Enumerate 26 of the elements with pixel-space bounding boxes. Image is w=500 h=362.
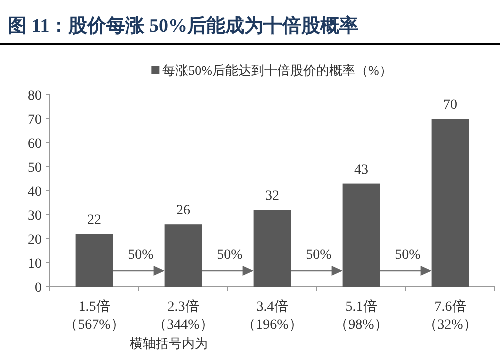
- y-tick-label: 70: [28, 113, 42, 128]
- x-tick-label: 2.3倍（344%）: [153, 299, 214, 333]
- annotation: 50%: [395, 248, 422, 263]
- y-tick-label: 40: [28, 185, 42, 200]
- y-tick-label: 10: [28, 257, 42, 272]
- data-label: 70: [444, 98, 458, 113]
- annotation: 50%: [217, 248, 244, 263]
- y-tick-label: 0: [35, 281, 42, 296]
- annotation: 50%: [128, 248, 154, 263]
- data-label: 22: [88, 213, 102, 228]
- y-tick-label: 60: [28, 137, 42, 152]
- annotation: 50%: [306, 248, 332, 263]
- y-tick-label: 20: [28, 233, 42, 248]
- y-tick-label: 80: [28, 89, 42, 104]
- y-tick-label: 50: [28, 161, 42, 176]
- x-axis-title: 横轴括号内为: [130, 336, 208, 351]
- chart-title: 图 11：股价每涨 50%后能成为十倍股概率: [8, 15, 358, 37]
- y-tick-label: 30: [28, 209, 42, 224]
- legend-label: 每涨50%后能达到十倍股价的概率（%）: [162, 63, 392, 78]
- x-tick-label: 7.6倍（32%）: [424, 299, 478, 333]
- data-label: 32: [266, 189, 280, 204]
- x-tick-label: 1.5倍（567%）: [64, 299, 125, 333]
- x-tick-label: 3.4倍（196%）: [242, 299, 303, 333]
- x-tick-label: 5.1倍（98%）: [334, 299, 388, 333]
- data-label: 26: [176, 204, 190, 219]
- data-label: 43: [354, 162, 368, 178]
